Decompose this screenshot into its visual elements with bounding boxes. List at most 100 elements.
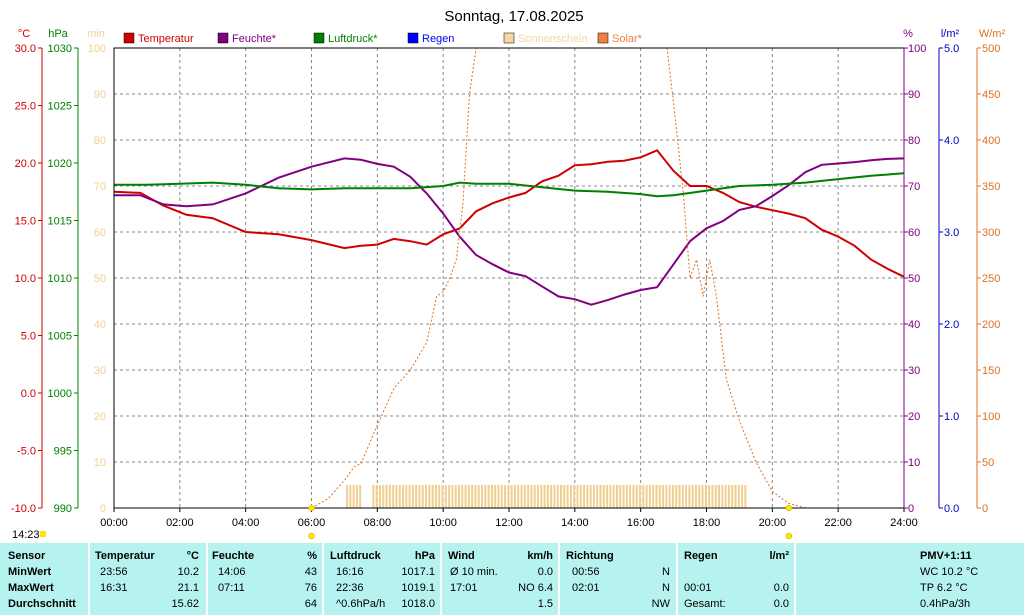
humidity-axis-tick: 40	[908, 319, 920, 331]
solar-axis-tick: 450	[982, 89, 1000, 101]
sunshine-bar	[602, 485, 605, 508]
sunshine-bar	[346, 485, 349, 508]
stats-column-2	[208, 543, 322, 615]
solar-unit-label: W/m²	[979, 28, 1006, 40]
humidity-axis-tick: 70	[908, 181, 920, 193]
dir-value: NW	[651, 598, 670, 610]
temp-axis-tick: 30.0	[15, 43, 36, 55]
sunshine-bar	[714, 485, 717, 508]
sunshine-bar	[619, 485, 622, 508]
sunshine-bar	[576, 485, 579, 508]
hum-time: 14:06	[218, 566, 246, 578]
stats-column-7	[796, 543, 1024, 615]
row-label: MinWert	[8, 566, 52, 578]
temp-unit-label: °C	[18, 28, 30, 40]
sunshine-bar	[622, 485, 625, 508]
sunset-marker	[785, 504, 793, 512]
pressure-axis-tick: 1000	[48, 388, 72, 400]
header-temp: Temperatur	[95, 550, 155, 562]
header-rain: Regen	[684, 550, 718, 562]
sunshine-bar	[543, 485, 546, 508]
sunshine-axis-tick: 90	[94, 89, 106, 101]
sunshine-bar	[691, 485, 694, 508]
sunshine-bar	[655, 485, 658, 508]
wind-value: 0.0	[537, 566, 553, 578]
header-sensor: Sensor	[8, 550, 46, 562]
pressure-axis-tick: 1005	[48, 331, 72, 343]
sunshine-bar	[425, 485, 428, 508]
series-line-temperatur	[113, 149, 905, 278]
row-label: Durchschnitt	[8, 598, 76, 610]
sunshine-axis-tick: 0	[100, 503, 106, 515]
wind-value: 1.5	[537, 598, 553, 610]
humidity-axis-tick: 100	[908, 43, 926, 55]
sunshine-bar	[556, 485, 559, 508]
x-tick-label: 14:00	[561, 517, 589, 529]
legend-label: Regen	[422, 33, 454, 45]
sunshine-bar	[625, 485, 628, 508]
x-tick-label: 18:00	[693, 517, 721, 529]
sunshine-bar	[642, 485, 645, 508]
solar-axis-tick: 300	[982, 227, 1000, 239]
solar-axis-tick: 200	[982, 319, 1000, 331]
temp-time: 23:56	[100, 566, 128, 578]
sunshine-bar	[536, 485, 539, 508]
humidity-unit-label: %	[903, 28, 913, 40]
sunshine-bar	[718, 485, 721, 508]
header-wind-unit: km/h	[527, 550, 553, 562]
sunshine-axis-tick: 30	[94, 365, 106, 377]
sunshine-bar	[451, 485, 454, 508]
sunshine-bar	[523, 485, 526, 508]
sunshine-bar	[405, 485, 408, 508]
x-tick-label: 08:00	[364, 517, 392, 529]
sunshine-bar	[457, 485, 460, 508]
weather-chart: Sonntag, 17.08.2025 30.0 25.0 20.0 15.0 10.0…	[0, 0, 1024, 543]
plot-background	[0, 0, 1024, 543]
rain-value: 0.0	[773, 582, 789, 594]
sunshine-axis-tick: 20	[94, 411, 106, 423]
header-hum-unit: %	[307, 550, 317, 562]
series-line-luftdruck	[114, 172, 905, 198]
sunshine-bar	[441, 485, 444, 508]
header-hum: Feuchte	[212, 550, 255, 562]
sunshine-bar	[731, 485, 734, 508]
humidity-axis-tick: 0	[908, 503, 914, 515]
legend-swatch	[597, 32, 609, 44]
dir-value: N	[662, 582, 670, 594]
sunshine-bar	[573, 485, 576, 508]
humidity-axis-tick: 30	[908, 365, 920, 377]
humidity-axis-tick: 90	[908, 89, 920, 101]
pmv-extra: TP 6.2 °C	[920, 582, 968, 594]
sunshine-bar	[467, 485, 470, 508]
dir-time: 00:56	[572, 566, 600, 578]
sunshine-bar	[724, 485, 727, 508]
pres-time: 22:36	[336, 582, 364, 594]
sunshine-bar	[402, 485, 405, 508]
pressure-axis-tick: 1020	[48, 158, 72, 170]
sunshine-bar	[392, 485, 395, 508]
pressure-axis-tick: 1030	[48, 43, 72, 55]
sunshine-bar	[385, 485, 388, 508]
sunshine-bar	[471, 485, 474, 508]
sunshine-bar	[487, 485, 490, 508]
sunshine-bar	[490, 485, 493, 508]
x-tick-label: 10:00	[429, 517, 457, 529]
sunshine-bar	[474, 485, 477, 508]
sunshine-bar	[494, 485, 497, 508]
sunshine-bar	[359, 485, 362, 508]
sunshine-axis-tick: 40	[94, 319, 106, 331]
legend: Temperatur Feuchte* Luftdruck* Regen Sonnens…	[123, 32, 643, 45]
sunshine-bar	[645, 485, 648, 508]
pres-time: ^0.6hPa/h	[336, 598, 386, 610]
sunshine-bar	[520, 485, 523, 508]
temp-axis-tick: 10.0	[15, 273, 36, 285]
wind-value: NO 6.4	[518, 582, 553, 594]
sunshine-bar	[658, 485, 661, 508]
sunshine-bar	[398, 485, 401, 508]
legend-label: Luftdruck*	[328, 33, 378, 45]
solar-axis-tick: 0	[982, 503, 988, 515]
sunshine-bar	[411, 485, 414, 508]
rain-axis-tick: 5.0	[944, 43, 959, 55]
sunshine-bar	[372, 485, 375, 508]
sunshine-bar	[711, 485, 714, 508]
